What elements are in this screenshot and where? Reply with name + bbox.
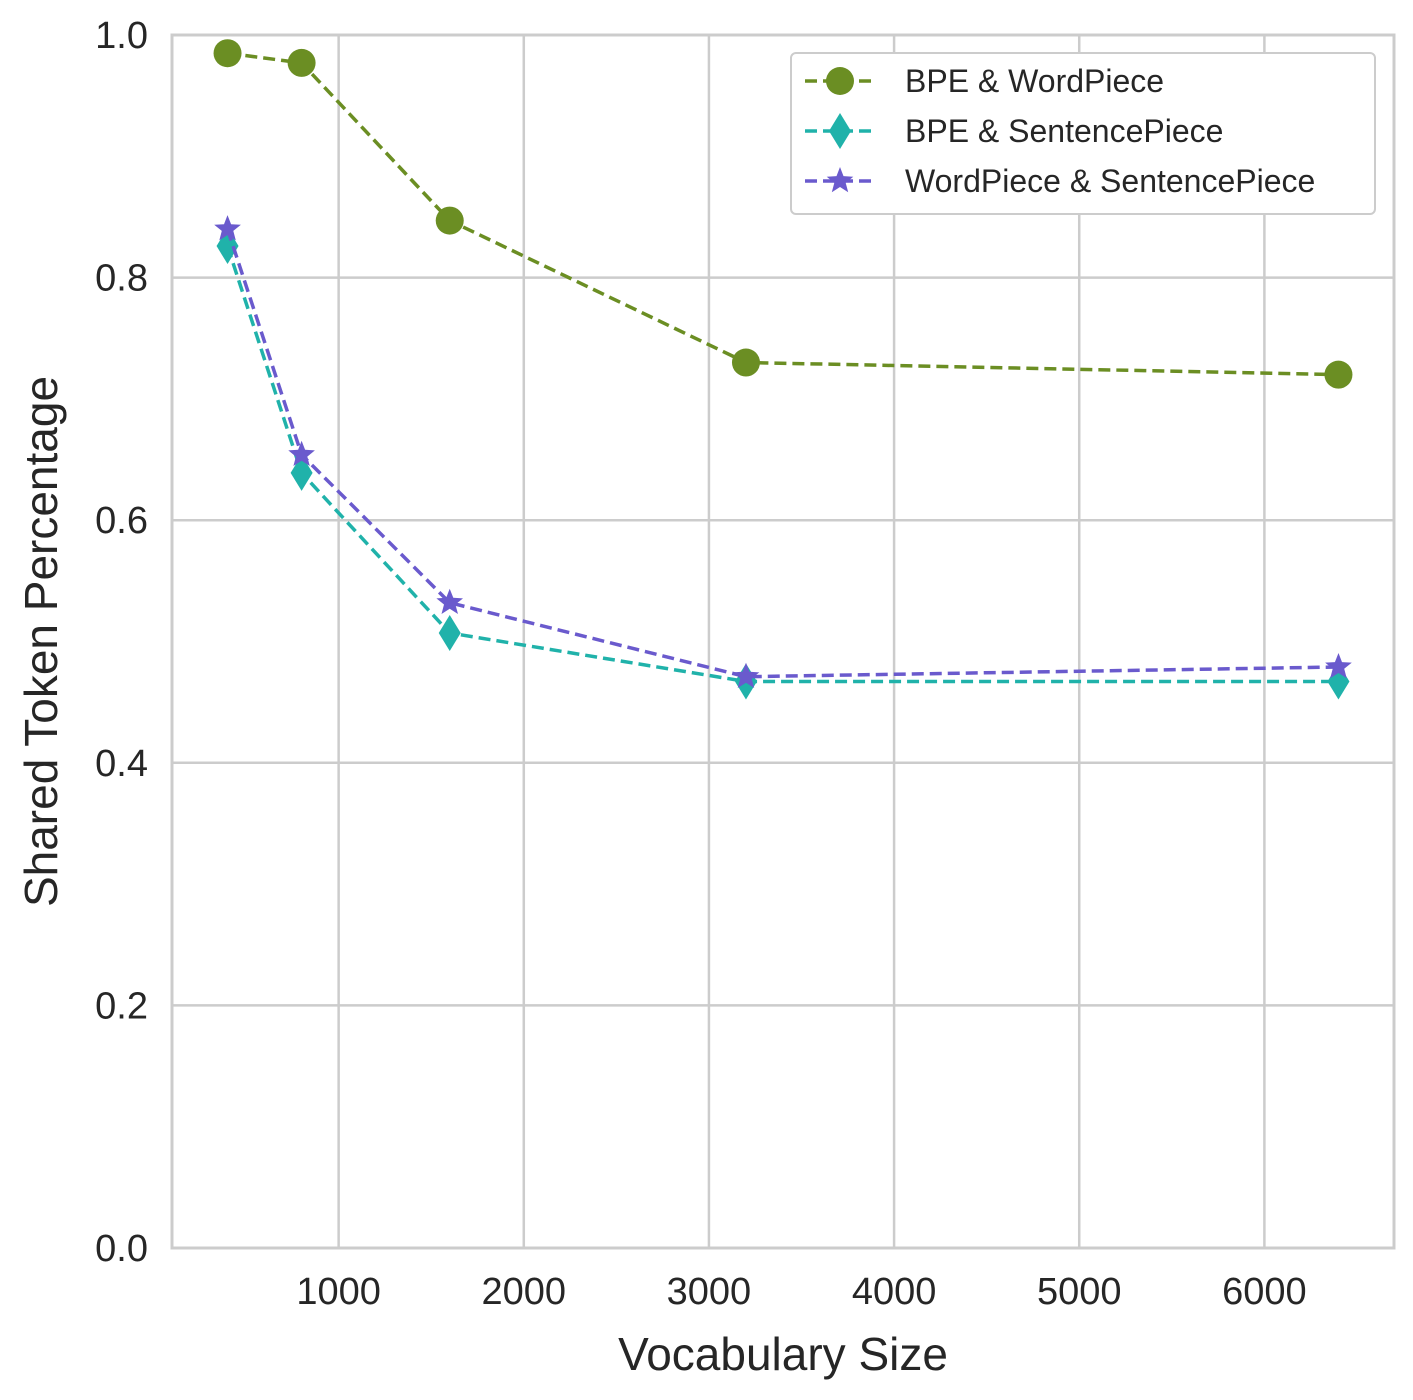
- x-tick-label: 4000: [852, 1271, 937, 1313]
- legend: BPE & WordPiece BPE & SentencePiece WordPi…: [790, 52, 1376, 215]
- plot-frame: [170, 33, 1396, 1250]
- y-axis-ticks: 0.0 0.2 0.4 0.6 0.8 1.0: [95, 15, 148, 1270]
- x-tick-label: 3000: [667, 1271, 752, 1313]
- legend-label: BPE & SentencePiece: [905, 113, 1223, 149]
- data-point: [287, 48, 316, 77]
- legend-marker: [826, 67, 854, 95]
- x-tick-label: 5000: [1037, 1271, 1122, 1313]
- y-tick-label: 0.2: [95, 985, 148, 1027]
- data-point: [1325, 653, 1352, 679]
- y-axis-title: Shared Token Percentage: [15, 376, 67, 907]
- legend-label: BPE & WordPiece: [905, 63, 1164, 99]
- series-1: [213, 39, 1353, 389]
- y-tick-label: 0.6: [95, 500, 148, 542]
- y-tick-label: 0.4: [95, 743, 148, 785]
- data-point: [731, 348, 760, 377]
- data-point: [732, 662, 760, 688]
- data-point: [438, 615, 461, 652]
- data-point: [214, 215, 241, 241]
- legend-box: [790, 52, 1376, 215]
- series-3: [214, 215, 1352, 688]
- legend-marker: [829, 113, 851, 149]
- data-point: [436, 588, 463, 614]
- x-axis-ticks: 1000 2000 3000 4000 5000 6000: [296, 1271, 1306, 1313]
- x-tick-label: 6000: [1222, 1271, 1307, 1313]
- legend-marker: [826, 167, 854, 193]
- y-tick-label: 1.0: [95, 15, 148, 57]
- legend-item: WordPiece & SentencePiece: [805, 163, 1315, 199]
- series-layer: [213, 39, 1353, 700]
- data-point: [1324, 360, 1353, 389]
- legend-item: BPE & WordPiece: [805, 63, 1164, 99]
- grid: [172, 33, 1394, 1250]
- y-tick-label: 0.0: [95, 1228, 148, 1270]
- x-tick-label: 1000: [296, 1271, 381, 1313]
- x-axis-title: Vocabulary Size: [618, 1328, 948, 1380]
- data-point: [213, 39, 242, 68]
- data-point: [288, 440, 315, 466]
- legend-item: BPE & SentencePiece: [805, 113, 1223, 149]
- legend-label: WordPiece & SentencePiece: [905, 163, 1315, 199]
- data-point: [435, 206, 464, 235]
- x-tick-label: 2000: [482, 1271, 567, 1313]
- y-tick-label: 0.8: [95, 258, 148, 300]
